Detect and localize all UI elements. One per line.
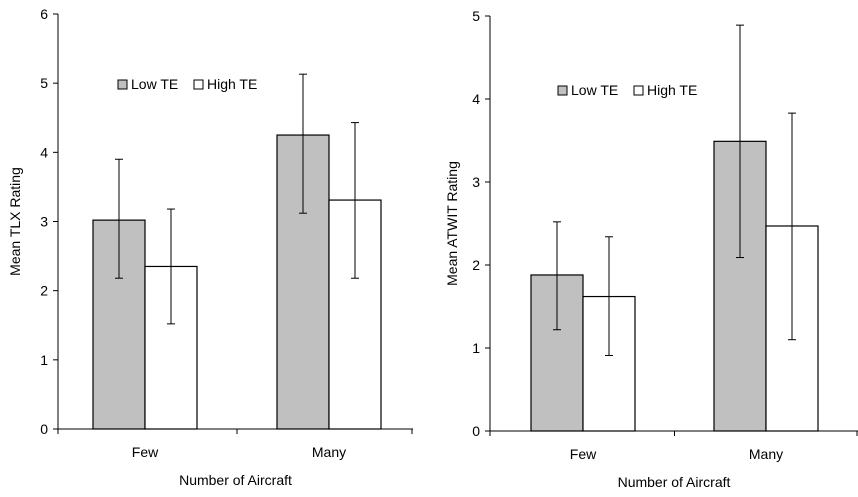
x-category-label: Many	[312, 444, 346, 460]
y-axis-title: Mean ATWIT Rating	[444, 161, 460, 286]
y-tick-label: 5	[40, 75, 48, 91]
chart-panel-1: 0 1 2 3 4 5 6 Few Many Number of Aircraft Mean TLX…	[7, 6, 413, 488]
y-tick-label: 0	[472, 423, 480, 439]
y-tick-label: 1	[40, 352, 48, 368]
legend-swatch	[557, 85, 568, 96]
x-axis-title: Number of Aircraft	[618, 474, 731, 490]
y-tick-label: 3	[40, 214, 48, 230]
legend-label: Low TE	[571, 82, 618, 98]
y-tick-label: 5	[472, 8, 480, 24]
y-axis-title: Mean TLX Rating	[7, 167, 23, 276]
legend-swatch	[633, 85, 644, 96]
legend-label: High TE	[647, 82, 697, 98]
legend-swatch	[193, 79, 204, 90]
legend-swatch	[117, 79, 128, 90]
y-tick-label: 3	[472, 174, 480, 190]
y-tick-label: 2	[40, 283, 48, 299]
x-category-label: Few	[132, 444, 159, 460]
y-tick-label: 6	[40, 6, 48, 22]
legend-label: Low TE	[131, 76, 178, 92]
chart-panel-2: 0 1 2 3 4 5 Few Many Number of Aircraft Mean ATWI…	[444, 8, 858, 490]
y-tick-label: 2	[472, 257, 480, 273]
x-category-label: Many	[749, 446, 783, 462]
x-category-label: Few	[570, 446, 597, 462]
y-tick-label: 0	[40, 421, 48, 437]
y-tick-label: 4	[472, 91, 480, 107]
y-tick-label: 4	[40, 144, 48, 160]
x-axis-title: Number of Aircraft	[179, 472, 292, 488]
y-tick-label: 1	[472, 340, 480, 356]
legend-label: High TE	[207, 76, 257, 92]
